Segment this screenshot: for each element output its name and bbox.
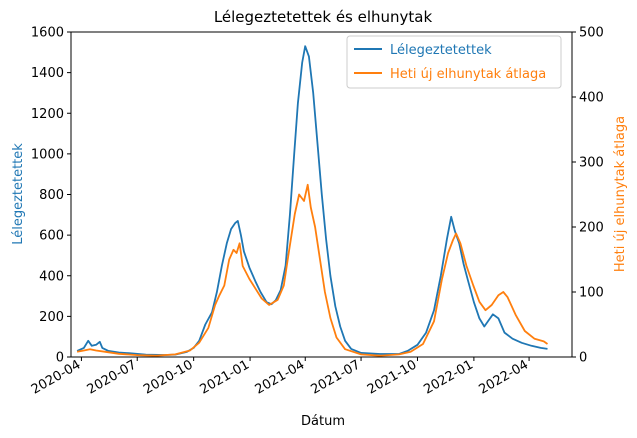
y-right-tick-label: 400	[579, 91, 604, 106]
x-axis: 2020-04 2020-07 2020-10 2021-01 2021-04 2021-…	[29, 357, 531, 398]
y-axis-right: 0 100 200 300 400 500	[572, 26, 604, 366]
x-tick-label: 2021-04	[253, 357, 308, 397]
y-left-tick-label: 1400	[31, 66, 64, 81]
y-left-tick-label: 400	[39, 269, 64, 284]
y-left-tick-label: 200	[39, 310, 64, 325]
y-axis-left: 0 200 400 600 800 1000 1200 1400 1600	[31, 26, 71, 366]
y-right-tick-label: 100	[579, 286, 604, 301]
plot-area	[76, 45, 549, 357]
y-left-tick-label: 1200	[31, 107, 64, 122]
y-axis-right-label: Heti új elhunytak átlaga	[613, 116, 628, 272]
series-line-right	[76, 183, 549, 357]
x-axis-label: Dátum	[301, 414, 345, 429]
y-left-tick-label: 1000	[31, 147, 64, 162]
x-tick-label: 2021-01	[198, 357, 253, 397]
x-tick-label: 2020-07	[85, 357, 140, 397]
y-right-tick-label: 300	[579, 156, 604, 171]
y-right-tick-label: 200	[579, 221, 604, 236]
x-tick-label: 2022-01	[421, 357, 476, 397]
x-tick-label: 2021-07	[309, 357, 364, 397]
y-left-tick-label: 600	[39, 229, 64, 244]
x-tick-label: 2021-10	[365, 357, 420, 397]
y-axis-left-label: Lélegeztetettek	[11, 143, 26, 245]
y-left-tick-label: 0	[56, 351, 64, 366]
y-right-tick-label: 0	[579, 351, 587, 366]
series-line-left	[76, 45, 548, 356]
legend: Lélegeztetettek Heti új elhunytak átlaga	[346, 35, 562, 89]
y-right-tick-label: 500	[579, 26, 604, 41]
x-tick-label: 2020-10	[141, 357, 196, 397]
y-left-tick-label: 800	[39, 188, 64, 203]
legend-label-left: Lélegeztetettek	[390, 43, 492, 58]
legend-box	[346, 35, 562, 89]
legend-label-right: Heti új elhunytak átlaga	[390, 67, 546, 82]
chart-title: Lélegeztetettek és elhunytak	[214, 8, 433, 26]
x-tick-label: 2022-04	[477, 357, 532, 397]
y-left-tick-label: 1600	[31, 26, 64, 41]
